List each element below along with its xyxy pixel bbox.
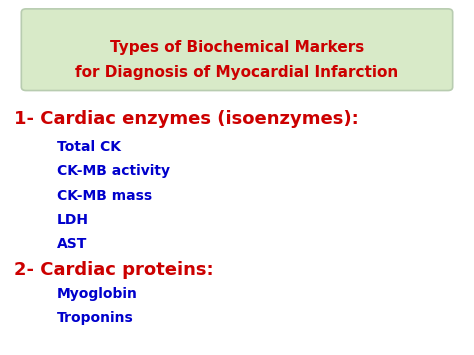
Text: for Diagnosis of Myocardial Infarction: for Diagnosis of Myocardial Infarction bbox=[75, 65, 399, 80]
Text: CK-MB mass: CK-MB mass bbox=[57, 189, 152, 203]
Text: Myoglobin: Myoglobin bbox=[57, 287, 138, 301]
Text: Total CK: Total CK bbox=[57, 140, 121, 154]
Text: 2- Cardiac proteins:: 2- Cardiac proteins: bbox=[14, 261, 214, 279]
FancyBboxPatch shape bbox=[21, 9, 453, 91]
Text: Types of Biochemical Markers: Types of Biochemical Markers bbox=[110, 40, 364, 55]
Text: Troponins: Troponins bbox=[57, 311, 134, 325]
Text: AST: AST bbox=[57, 237, 87, 251]
Text: CK-MB activity: CK-MB activity bbox=[57, 164, 170, 179]
Text: 1- Cardiac enzymes (isoenzymes):: 1- Cardiac enzymes (isoenzymes): bbox=[14, 110, 359, 128]
Text: LDH: LDH bbox=[57, 213, 89, 227]
